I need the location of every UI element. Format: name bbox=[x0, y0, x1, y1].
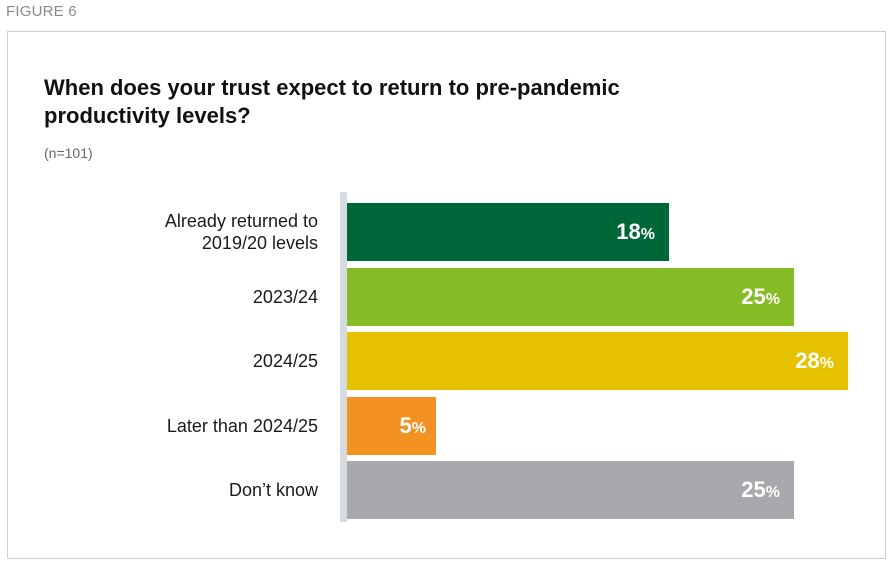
category-label: Don’t know bbox=[58, 461, 318, 519]
category-label: 2023/24 bbox=[58, 268, 318, 326]
bar-value-label: 18% bbox=[616, 219, 655, 244]
bar: 25% bbox=[347, 268, 794, 326]
bar-value-label: 25% bbox=[741, 284, 780, 309]
category-label-text: Later than 2024/25 bbox=[166, 416, 318, 436]
percent-sign: % bbox=[411, 420, 426, 437]
bar: 18% bbox=[347, 203, 669, 261]
category-axis-line bbox=[340, 192, 347, 522]
chart-subtitle: (n=101) bbox=[44, 145, 93, 161]
bar-value-label: 28% bbox=[795, 348, 834, 373]
category-label: Already returned to 2019/20 levels bbox=[58, 203, 318, 261]
category-label-text: Don’t know bbox=[228, 480, 318, 500]
percent-sign: % bbox=[819, 355, 834, 372]
category-label: Later than 2024/25 bbox=[58, 397, 318, 455]
category-label: 2024/25 bbox=[58, 332, 318, 390]
bar-value-label: 5% bbox=[399, 413, 426, 438]
category-label-text: 2023/24 bbox=[252, 287, 318, 307]
category-label-text: 2024/25 bbox=[252, 351, 318, 371]
figure-label: FIGURE 6 bbox=[6, 3, 77, 20]
bar: 28% bbox=[347, 332, 848, 390]
bar: 25% bbox=[347, 461, 794, 519]
category-label-text: Already returned to 2019/20 levels bbox=[164, 211, 318, 253]
percent-sign: % bbox=[765, 484, 780, 501]
chart-title: When does your trust expect to return to… bbox=[44, 75, 620, 128]
bar-value-label: 25% bbox=[741, 477, 780, 502]
percent-sign: % bbox=[640, 226, 655, 243]
bar: 5% bbox=[347, 397, 436, 455]
chart-frame bbox=[7, 31, 886, 559]
percent-sign: % bbox=[765, 291, 780, 308]
